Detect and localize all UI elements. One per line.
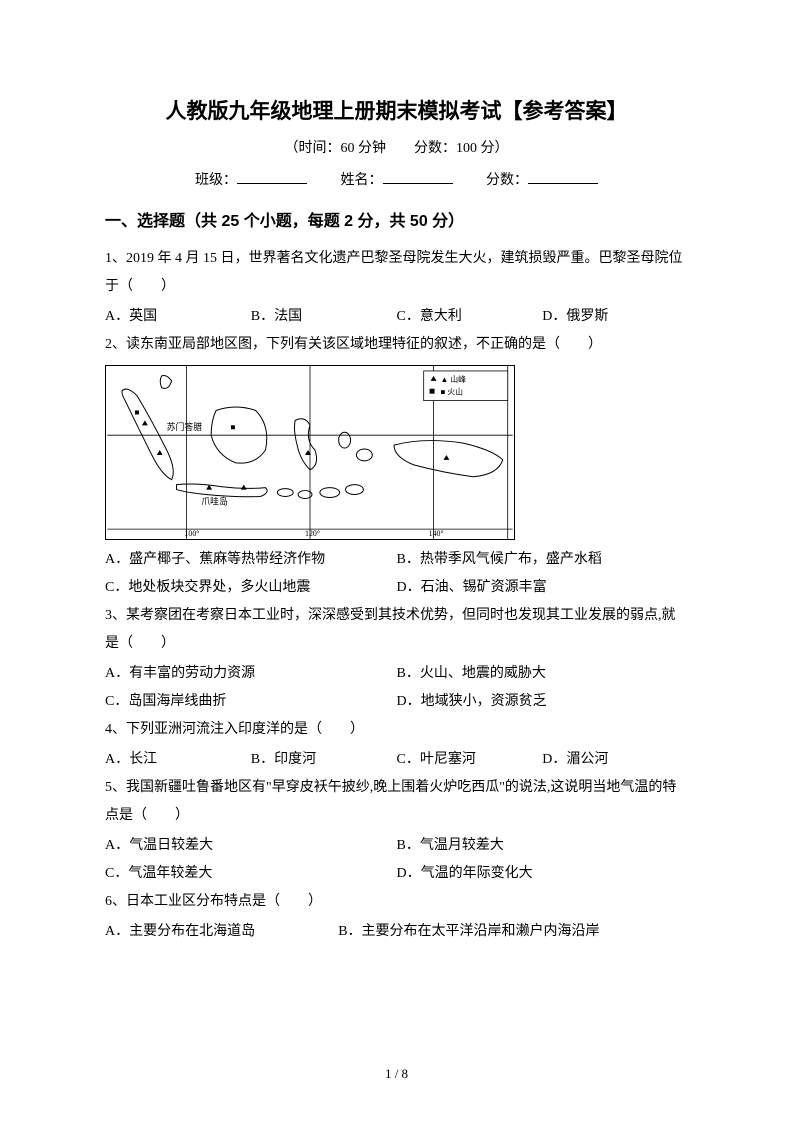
q3-a: A．有丰富的劳动力资源: [105, 660, 397, 688]
info-line: 班级： 姓名： 分数：: [105, 169, 688, 189]
class-label: 班级：: [195, 173, 237, 188]
map-legend-1: ▲ 山峰: [440, 374, 466, 384]
q6-options: A．主要分布在北海道岛 B．主要分布在太平洋沿岸和濑户内海沿岸: [105, 918, 688, 946]
q1-text: 1、2019 年 4 月 15 日，世界著名文化遗产巴黎圣母院发生大火，建筑损毁…: [105, 245, 688, 301]
q4-d: D．湄公河: [542, 746, 688, 774]
q5-c: C．气温年较差大: [105, 860, 397, 888]
map-lon-3: 140°: [429, 529, 444, 538]
q5-b: B．气温月较差大: [397, 832, 689, 860]
map-lon-1: 100°: [184, 529, 199, 538]
q3-text: 3、某考察团在考察日本工业时，深深感受到其技术优势，但同时也发现其工业发展的弱点…: [105, 602, 688, 658]
q2-b: B．热带季风气候广布，盛产水稻: [397, 546, 689, 574]
q1-d: D．俄罗斯: [542, 303, 688, 331]
q4-a: A．长江: [105, 746, 251, 774]
q2-d: D．石油、锡矿资源丰富: [397, 574, 689, 602]
q2-a: A．盛产椰子、蕉麻等热带经济作物: [105, 546, 397, 574]
map-label-2: 爪哇岛: [201, 495, 228, 506]
q4-options: A．长江 B．印度河 C．叶尼塞河 D．湄公河: [105, 746, 688, 774]
q4-c: C．叶尼塞河: [397, 746, 543, 774]
q1-c: C．意大利: [397, 303, 543, 331]
score-label: 分数：: [486, 173, 528, 188]
name-blank: [383, 183, 453, 184]
q1-a: A．英国: [105, 303, 251, 331]
q3-d: D．地域狭小，资源贫乏: [397, 688, 689, 716]
q2-options: A．盛产椰子、蕉麻等热带经济作物 B．热带季风气候广布，盛产水稻 C．地处板块交…: [105, 546, 688, 602]
q5-d: D．气温的年际变化大: [397, 860, 689, 888]
map-label-1: 苏门答腊: [167, 421, 203, 432]
q2-c: C．地处板块交界处，多火山地震: [105, 574, 397, 602]
q2-text: 2、读东南亚局部地区图，下列有关该区域地理特征的叙述，不正确的是（ ）: [105, 331, 688, 359]
q4-text: 4、下列亚洲河流注入印度洋的是（ ）: [105, 716, 688, 744]
q4-b: B．印度河: [251, 746, 397, 774]
name-label: 姓名：: [341, 173, 383, 188]
score-blank: [528, 183, 598, 184]
page-number: 1 / 8: [0, 1066, 793, 1082]
class-blank: [237, 183, 307, 184]
map-svg: 苏门答腊 爪哇岛 100° 120° 140° ▲ 山峰 ■ 火山: [106, 366, 514, 539]
q6-b: B．主要分布在太平洋沿岸和濑户内海沿岸: [338, 918, 688, 946]
q5-a: A．气温日较差大: [105, 832, 397, 860]
q6-text: 6、日本工业区分布特点是（ ）: [105, 888, 688, 916]
q5-options: A．气温日较差大 B．气温月较差大 C．气温年较差大 D．气温的年际变化大: [105, 832, 688, 888]
subtitle: （时间：60 分钟 分数：100 分）: [105, 137, 688, 157]
q1-b: B．法国: [251, 303, 397, 331]
map-legend-2: ■ 火山: [440, 387, 463, 397]
map-lon-2: 120°: [305, 529, 320, 538]
q6-a: A．主要分布在北海道岛: [105, 918, 338, 946]
section-header: 一、选择题（共 25 个小题，每题 2 分，共 50 分）: [105, 207, 688, 231]
q3-b: B．火山、地震的威胁大: [397, 660, 689, 688]
q3-options: A．有丰富的劳动力资源 B．火山、地震的威胁大 C．岛国海岸线曲折 D．地域狭小…: [105, 660, 688, 716]
page-title: 人教版九年级地理上册期末模拟考试【参考答案】: [105, 95, 688, 125]
map-image: 苏门答腊 爪哇岛 100° 120° 140° ▲ 山峰 ■ 火山: [105, 365, 515, 540]
q3-c: C．岛国海岸线曲折: [105, 688, 397, 716]
q1-options: A．英国 B．法国 C．意大利 D．俄罗斯: [105, 303, 688, 331]
q5-text: 5、我国新疆吐鲁番地区有"早穿皮袄午披纱,晚上围着火炉吃西瓜"的说法,这说明当地…: [105, 774, 688, 830]
